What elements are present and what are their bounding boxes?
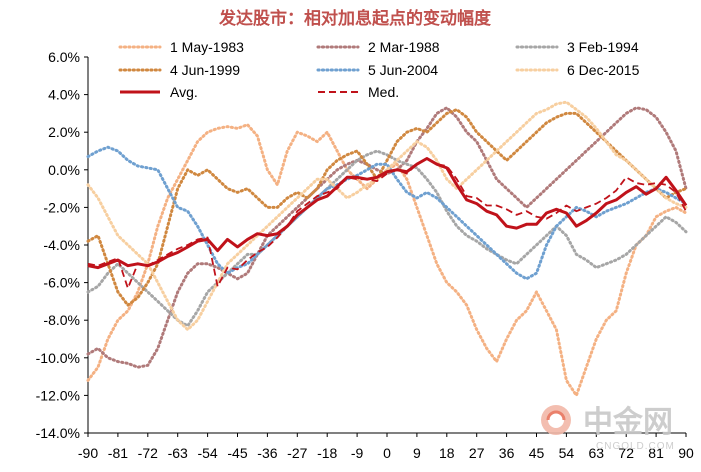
x-tick-label: 45 bbox=[529, 445, 545, 461]
legend-label-7: Avg. bbox=[170, 84, 198, 100]
x-tick-label: 90 bbox=[678, 445, 694, 461]
legend-label-4: 4 Jun-1999 bbox=[170, 62, 240, 78]
x-tick-label: 81 bbox=[648, 445, 664, 461]
y-tick-label: -4.0% bbox=[43, 237, 80, 253]
y-tick-label: 0.0% bbox=[48, 162, 80, 178]
x-tick-label: -9 bbox=[351, 445, 364, 461]
y-tick-label: 4.0% bbox=[48, 87, 80, 103]
x-tick-label: 9 bbox=[413, 445, 421, 461]
series-line-4 bbox=[86, 108, 688, 307]
watermark-site: CNGOLD.COM bbox=[596, 441, 675, 452]
watermark: 中金网 CNGOLD.COM bbox=[541, 405, 675, 452]
x-tick-label: -54 bbox=[197, 445, 217, 461]
y-tick-label: -10.0% bbox=[36, 350, 80, 366]
legend-label-2: 2 Mar-1988 bbox=[368, 39, 440, 55]
series-layer bbox=[86, 100, 688, 397]
series-line-7 bbox=[87, 157, 688, 270]
x-tick-label: 63 bbox=[589, 445, 605, 461]
x-tick-label: -90 bbox=[78, 445, 98, 461]
series-line-6 bbox=[86, 100, 688, 332]
x-tick-label: 36 bbox=[499, 445, 515, 461]
legend: 1 May-1983 2 Mar-1988 3 Feb-1994 4 Jun-1999… bbox=[118, 39, 640, 100]
swirl-logo-icon bbox=[541, 405, 571, 435]
legend-label-6: 6 Dec-2015 bbox=[567, 62, 640, 78]
y-tick-label: -8.0% bbox=[43, 312, 80, 328]
axis-layer: 6.0% 4.0% 2.0% 0.0% -2.0% -4.0% -6.0% -8.0% -10.… bbox=[36, 49, 694, 461]
y-tick-label: -6.0% bbox=[43, 275, 80, 291]
series-line-3 bbox=[86, 149, 688, 328]
series-line-2 bbox=[86, 106, 688, 369]
watermark-brand: 中金网 bbox=[583, 405, 673, 440]
x-tick-label: -18 bbox=[317, 445, 337, 461]
legend-label-1: 1 May-1983 bbox=[170, 39, 244, 55]
x-tick-label: -45 bbox=[227, 445, 247, 461]
y-tick-label: 2.0% bbox=[48, 124, 80, 140]
x-tick-label: -72 bbox=[138, 445, 158, 461]
x-tick-label: -81 bbox=[108, 445, 128, 461]
legend-label-5: 5 Jun-2004 bbox=[368, 62, 438, 78]
x-tick-label: -27 bbox=[287, 445, 307, 461]
legend-label-8: Med. bbox=[368, 84, 399, 100]
y-tick-label: 6.0% bbox=[48, 49, 80, 65]
y-tick-label: -12.0% bbox=[36, 387, 80, 403]
x-tick-label: 0 bbox=[383, 445, 391, 461]
x-tick-label: 18 bbox=[439, 445, 455, 461]
x-tick-label: -36 bbox=[257, 445, 277, 461]
series-line-8 bbox=[87, 157, 687, 290]
series-line-5 bbox=[86, 145, 688, 281]
x-tick-label: -63 bbox=[168, 445, 188, 461]
chart-title: 发达股市：相对加息起点的变动幅度 bbox=[218, 8, 492, 29]
y-tick-label: -2.0% bbox=[43, 199, 80, 215]
y-tick-label: -14.0% bbox=[36, 425, 80, 441]
x-tick-label: 72 bbox=[618, 445, 634, 461]
x-tick-label: 27 bbox=[469, 445, 485, 461]
legend-label-3: 3 Feb-1994 bbox=[567, 39, 639, 55]
x-tick-label: 54 bbox=[559, 445, 575, 461]
